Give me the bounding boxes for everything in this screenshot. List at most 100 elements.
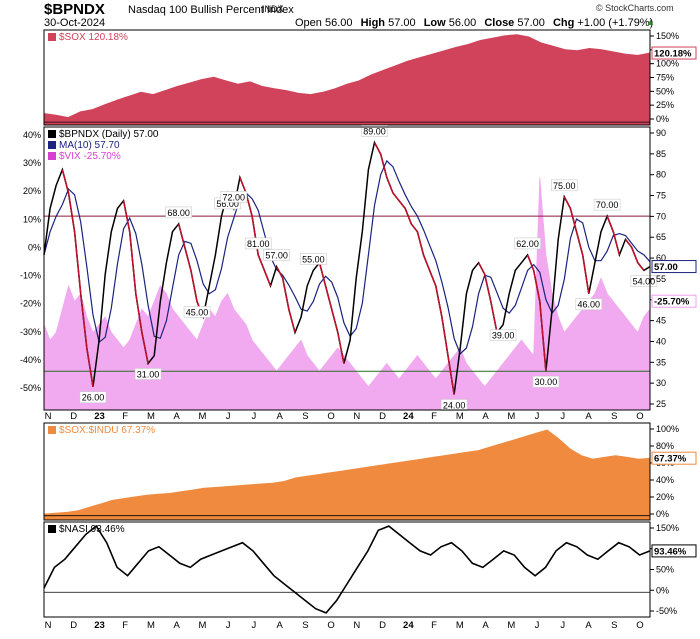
bpndx-down-segment bbox=[330, 309, 339, 333]
sox-tick-label: 0% bbox=[656, 114, 669, 124]
bpndx-down-segment bbox=[281, 278, 290, 310]
ratio-panel-frame bbox=[43, 422, 651, 521]
vix-tick-label: 10% bbox=[23, 214, 41, 224]
x-axis-label-top: J bbox=[226, 411, 231, 422]
bpndx-down-segment bbox=[373, 142, 382, 155]
low-value: 56.00 bbox=[448, 17, 477, 29]
annotation-label: 24.00 bbox=[443, 400, 466, 410]
x-axis-label-bottom: O bbox=[327, 620, 334, 631]
nasi-tick-label: 50% bbox=[656, 565, 674, 575]
ratio-legend: $SOX:$INDU 67.37% bbox=[59, 425, 155, 436]
vix-tick-label: 40% bbox=[23, 130, 41, 140]
bpndx-tick-label: 40 bbox=[656, 336, 666, 346]
x-axis-label-top: D bbox=[379, 411, 386, 422]
bpndx-down-segment bbox=[177, 223, 186, 248]
nasi-last-value-box bbox=[651, 544, 697, 558]
annotation-label: 81.00 bbox=[247, 239, 270, 249]
x-axis-label-top: F bbox=[122, 411, 128, 422]
x-axis-label-bottom: F bbox=[431, 620, 437, 631]
bpndx-down-segment bbox=[67, 192, 76, 232]
annotation-box bbox=[630, 275, 658, 287]
x-axis-label-bottom: S bbox=[611, 620, 617, 631]
bpndx-down-segment bbox=[122, 200, 131, 232]
bpndx-tick-label: 25 bbox=[656, 399, 666, 409]
x-axis-label-top: 24 bbox=[403, 411, 414, 422]
bpndx-down-segment bbox=[73, 231, 82, 294]
bpndx-down-segment bbox=[257, 254, 266, 271]
x-axis-label-bottom: D bbox=[70, 620, 77, 631]
bpndx-last-value: 57.00 bbox=[654, 262, 678, 273]
annotation-box bbox=[300, 253, 327, 265]
x-axis-label-top: A bbox=[276, 411, 283, 422]
ma10-legend: MA(10) 57.70 bbox=[59, 140, 120, 151]
sox-tick-label: 150% bbox=[656, 31, 679, 41]
vix-tick-label: -20% bbox=[20, 299, 41, 309]
x-axis-label-top: A bbox=[482, 411, 489, 422]
ratio-tick-label: 20% bbox=[656, 492, 674, 502]
annotation-box bbox=[183, 306, 211, 318]
x-axis-label-bottom: 23 bbox=[94, 620, 105, 631]
close-label: Close bbox=[484, 17, 515, 29]
bpndx-down-segment bbox=[392, 192, 400, 202]
sox-tick-label: 100% bbox=[656, 59, 679, 69]
vix-tick-label: -10% bbox=[20, 271, 41, 281]
sox-legend-swatch bbox=[48, 33, 56, 41]
ratio-last-value-box bbox=[651, 451, 697, 465]
bpndx-down-segment bbox=[398, 200, 406, 209]
x-axis-label-bottom: D bbox=[379, 620, 386, 631]
sox-tick-label: 25% bbox=[656, 100, 674, 110]
annotation-label: 45.00 bbox=[186, 307, 209, 317]
annotation-box bbox=[361, 125, 388, 137]
up-triangle-icon: ▲ bbox=[646, 17, 655, 27]
x-axis-label-top: M bbox=[456, 411, 464, 422]
x-axis-label-top: O bbox=[636, 411, 643, 422]
bpndx-legend: $BPNDX (Daily) 57.00 bbox=[59, 129, 159, 140]
high-value: 57.00 bbox=[388, 17, 416, 29]
x-axis-label-bottom: J bbox=[226, 620, 231, 631]
annotation-box bbox=[593, 198, 621, 211]
ratio-tick-label: 80% bbox=[656, 441, 674, 451]
x-axis-label-bottom: 24 bbox=[403, 620, 414, 631]
symbol-title: $BPNDX bbox=[44, 1, 105, 18]
ma10-legend-swatch bbox=[48, 141, 56, 149]
bpndx-down-segment bbox=[624, 238, 633, 248]
x-axis-label-bottom: A bbox=[482, 620, 489, 631]
annotation-label: 89.00 bbox=[363, 127, 386, 137]
annotation-label: 75.00 bbox=[553, 181, 576, 191]
bpndx-down-segment bbox=[441, 316, 449, 356]
bpndx-down-segment bbox=[86, 347, 94, 387]
x-axis-label-bottom: J bbox=[252, 620, 257, 631]
ratio-tick-label: 100% bbox=[656, 424, 679, 434]
annotation-label: 68.00 bbox=[167, 208, 190, 218]
annotation-label: 70.00 bbox=[596, 200, 619, 210]
x-axis-label-top: S bbox=[611, 411, 617, 422]
annotation-box bbox=[134, 368, 162, 380]
x-axis-label-bottom: M bbox=[456, 620, 464, 631]
nasi-line bbox=[43, 524, 651, 614]
chg-value: +1.00 (+1.79%) bbox=[577, 17, 654, 29]
nasi-panel-frame bbox=[43, 521, 651, 618]
nasi-legend-swatch bbox=[48, 525, 56, 533]
bpndx-down-segment bbox=[379, 153, 388, 178]
vix-tick-label: 20% bbox=[23, 186, 41, 196]
bpndx-down-segment bbox=[128, 231, 137, 294]
bpndx-down-segment bbox=[637, 262, 645, 271]
x-axis-label-top: F bbox=[431, 411, 437, 422]
annotation-box bbox=[551, 179, 578, 192]
bpndx-down-segment bbox=[135, 293, 143, 333]
bpndx-down-segment bbox=[141, 332, 149, 364]
x-axis-label-bottom: A bbox=[276, 620, 283, 631]
bpndx-down-segment bbox=[526, 254, 535, 271]
x-axis-label-top: A bbox=[174, 411, 181, 422]
bpndx-down-segment bbox=[239, 177, 247, 194]
ratio-area bbox=[43, 429, 651, 521]
index-name: Nasdaq 100 Bullish Percent Index bbox=[128, 4, 294, 16]
sox-area bbox=[43, 34, 651, 126]
bpndx-down-segment bbox=[483, 274, 492, 302]
x-axis-label-top: 23 bbox=[94, 411, 105, 422]
bpndx-down-segment bbox=[539, 301, 547, 372]
open-value: 56.00 bbox=[324, 17, 353, 29]
x-axis-label-bottom: A bbox=[174, 620, 181, 631]
bpndx-down-segment bbox=[263, 270, 272, 287]
exchange-label: INDX bbox=[262, 4, 284, 14]
